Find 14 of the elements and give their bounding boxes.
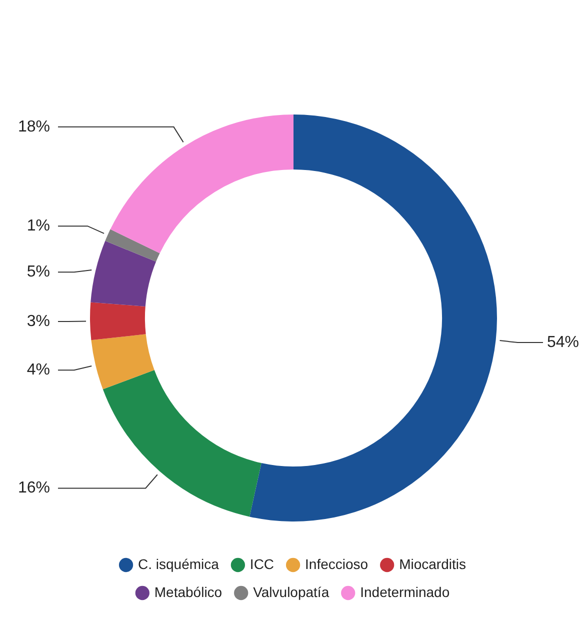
legend-label: C. isquémica: [138, 556, 220, 572]
data-label: 3%: [26, 312, 50, 330]
legend-label: Indeterminado: [360, 584, 450, 600]
legend-label: ICC: [250, 556, 274, 572]
data-label: 16%: [18, 480, 50, 497]
data-label: 5%: [26, 263, 50, 280]
data-label: 1%: [26, 217, 50, 234]
legend-label: Metabólico: [154, 584, 222, 600]
data-label: 4%: [26, 362, 50, 379]
data-label: 54%: [547, 334, 580, 351]
legend-label: Miocarditis: [399, 556, 466, 572]
legend-label: Infeccioso: [305, 556, 368, 572]
legend-label: Valvulopatía: [253, 584, 330, 600]
data-label: 18%: [18, 118, 50, 136]
